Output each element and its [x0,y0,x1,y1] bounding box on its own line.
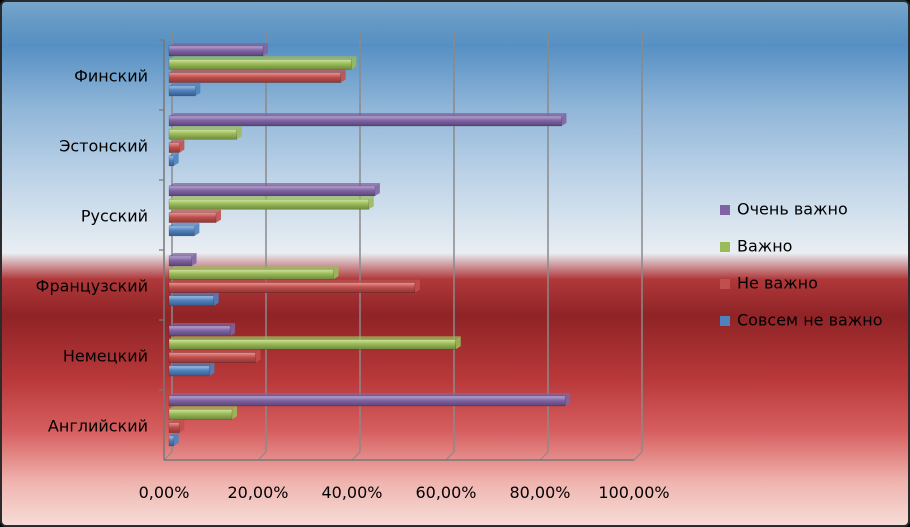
floor-gridline [257,451,267,461]
bar [168,323,236,337]
bar [168,43,268,57]
bar [168,152,179,167]
bar [168,82,201,97]
bar [168,266,339,280]
legend-label: Очень важно [737,200,848,219]
bar [168,196,374,210]
x-tick-label: 0,00% [139,483,190,502]
legend-swatch [720,205,730,215]
axes [159,39,634,461]
bar [168,349,261,363]
legend-label: Совсем не важно [737,311,882,330]
x-tick-label: 20,00% [227,483,288,502]
bar [168,222,200,237]
category-label: Финский [74,67,148,86]
legend-swatch [720,316,730,326]
bar [168,253,197,267]
legend-swatch [720,279,730,289]
bar [168,279,420,293]
floor-gridline [539,451,549,461]
floor-gridline [445,451,455,461]
x-tick-label: 100,00% [598,483,669,502]
category-label: Русский [81,207,148,226]
bar [168,406,237,420]
floor-gridline [351,451,361,461]
bar [168,292,219,307]
x-tick-label: 80,00% [509,483,570,502]
axis-labels: Финский Эстонский Русский Французский Немецк… [36,67,670,503]
bar [168,393,571,407]
legend-label: Не важно [737,274,818,293]
legend-swatch [720,242,730,252]
bar [168,126,242,140]
bar [168,139,185,153]
bar [168,183,380,197]
bar [168,113,567,127]
bar [168,419,185,433]
x-tick-label: 60,00% [415,483,476,502]
gridlines [163,32,643,461]
bar [168,69,346,83]
category-label: Немецкий [63,347,148,366]
legend: Очень важно Важно Не важно Совсем не важно [720,200,882,330]
category-label: Английский [48,417,148,436]
bar [168,56,357,70]
floor-gridline [163,451,173,461]
bar [168,336,461,350]
category-label: Эстонский [59,137,148,156]
category-label: Французский [36,277,148,296]
bar [168,432,179,447]
bar [168,209,221,223]
floor-gridline [633,451,643,461]
bars [168,43,571,447]
x-tick-label: 40,00% [321,483,382,502]
bar [168,362,215,377]
legend-label: Важно [737,237,792,256]
